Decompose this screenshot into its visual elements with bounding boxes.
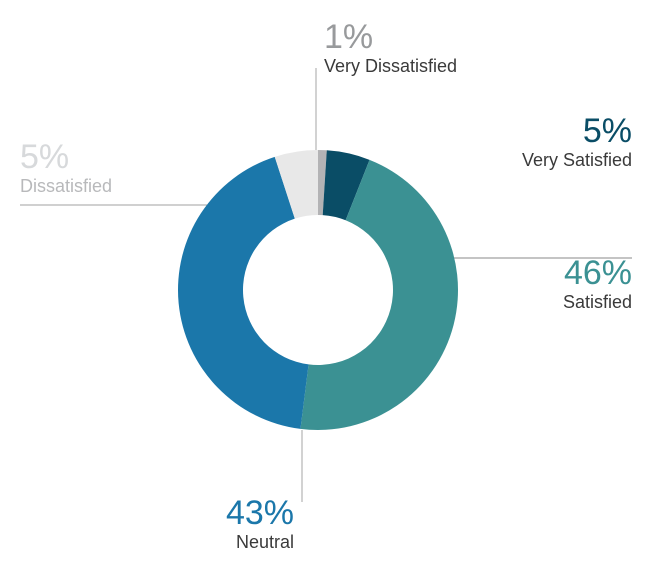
- label-dissatisfied: Dissatisfied: [20, 176, 112, 196]
- pct-dissatisfied: 5%: [20, 138, 69, 176]
- label-satisfied: Satisfied: [563, 292, 632, 312]
- chart-background: [0, 0, 649, 576]
- pct-very_satisfied: 5%: [583, 112, 632, 150]
- pct-satisfied: 46%: [564, 254, 632, 292]
- label-neutral: Neutral: [236, 532, 294, 552]
- label-very_satisfied: Very Satisfied: [522, 150, 632, 170]
- label-very_dissatisfied: Very Dissatisfied: [324, 56, 457, 76]
- satisfaction-donut-chart: 1%Very Dissatisfied5%Very Satisfied46%Sa…: [0, 0, 649, 576]
- pct-very_dissatisfied: 1%: [324, 18, 373, 56]
- pct-neutral: 43%: [226, 494, 294, 532]
